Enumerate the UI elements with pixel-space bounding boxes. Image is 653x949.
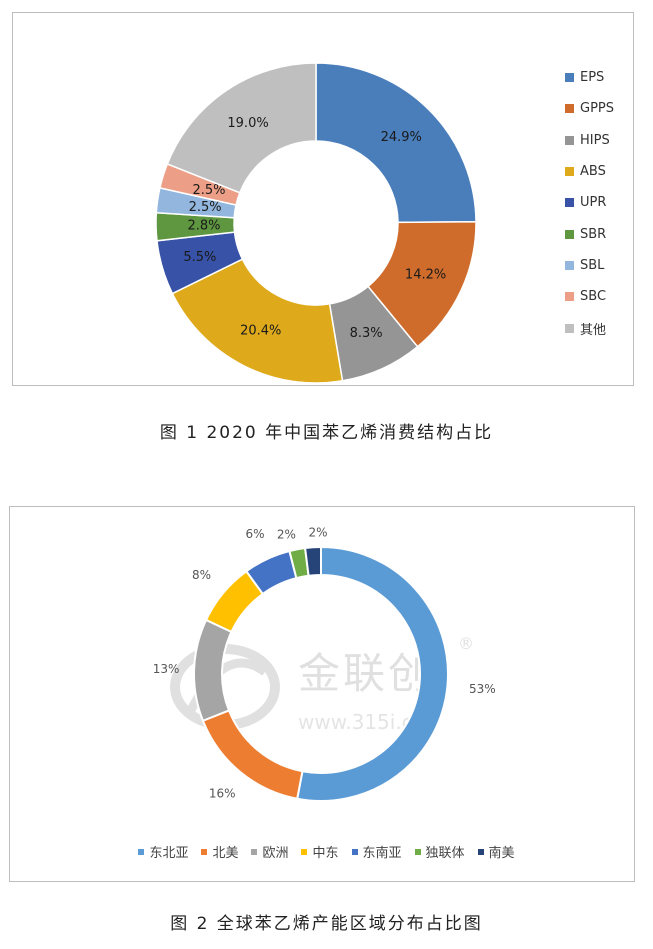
chart1-slice-3 (171, 258, 344, 384)
chart2-data-label-1: 16% (209, 786, 236, 800)
chart2-legend-item: 北美 (201, 842, 238, 861)
chart2-data-label-6: 2% (309, 525, 328, 539)
legend-label: SBC (580, 289, 607, 305)
chart2-legend-item: 南美 (477, 842, 515, 861)
legend-label: GPPS (580, 101, 615, 117)
legend-label: 欧洲 (262, 846, 289, 861)
chart1-slice-8 (166, 62, 317, 194)
chart1-data-label-2: 8.3% (350, 326, 383, 341)
legend-swatch (565, 167, 574, 177)
chart1-data-label-5: 2.8% (188, 219, 221, 234)
legend-swatch (565, 323, 574, 333)
chart1-donut: 24.9% 14.2% 8.3% 20.4% 5.5% 2.8% 2.5% 2.5% 19.0% (155, 62, 477, 384)
chart2-legend-item: 欧洲 (251, 842, 288, 861)
legend-label: 东北亚 (149, 846, 189, 861)
chart2-slice-6 (303, 545, 322, 577)
chart1-data-label-6: 2.5% (189, 200, 222, 215)
figure1-caption: 图 1 2020 年中国苯乙烯消费结构占比 (159, 423, 494, 443)
chart2-slice-2 (193, 618, 233, 723)
chart2-slice-0 (296, 545, 449, 802)
chart1-legend-item: HIPS (565, 125, 645, 156)
chart2-legend-item: 中东 (301, 842, 339, 861)
chart2-data-label-5: 2% (277, 528, 296, 542)
chart1-legend-item: 其他 (565, 312, 645, 343)
legend-swatch (565, 198, 574, 208)
legend-swatch (565, 292, 574, 302)
legend-swatch (565, 260, 574, 270)
registered-mark: ® (458, 634, 474, 653)
legend-label: 北美 (212, 846, 239, 861)
chart1-data-label-0: 24.9% (381, 130, 422, 145)
legend-label: UPR (580, 195, 607, 211)
legend-label: 独联体 (425, 846, 465, 861)
legend-swatch (565, 135, 574, 145)
legend-label: EPS (580, 70, 605, 86)
chart2-legend-item: 东北亚 (138, 842, 188, 861)
legend-label: HIPS (580, 132, 610, 148)
legend-label: SBR (580, 226, 607, 242)
legend-swatch (301, 848, 308, 855)
chart1-data-label-1: 14.2% (405, 267, 446, 282)
legend-label: 南美 (488, 846, 515, 861)
watermark-brand: 金联创 (298, 649, 434, 698)
legend-label: SBL (580, 257, 605, 273)
legend-swatch (251, 848, 258, 855)
chart2-data-label-4: 6% (245, 527, 264, 541)
chart1-slice-0 (315, 62, 477, 224)
chart2-data-label-0: 53% (469, 682, 496, 696)
legend-label: 其他 (580, 322, 607, 338)
legend-swatch (565, 104, 574, 114)
chart1-data-label-4: 5.5% (183, 250, 216, 265)
chart1-legend-item: GPPS (565, 93, 645, 124)
chart1-data-label-8: 19.0% (227, 116, 268, 131)
chart1-legend-item: EPS (565, 62, 645, 93)
chart1-legend-item: SBL (565, 250, 645, 281)
legend-label: ABS (580, 164, 606, 180)
chart1-legend-item: UPR (565, 187, 645, 218)
chart2-legend: 东北亚 北美 欧洲 中东 东南亚 独联体 南美 (0, 842, 653, 861)
chart1-legend-item: ABS (565, 156, 645, 187)
legend-swatch (201, 848, 208, 855)
figure2-caption: 图 2 全球苯乙烯产能区域分布占比图 (170, 914, 483, 934)
legend-swatch (414, 848, 421, 855)
chart2-legend-item: 独联体 (414, 842, 465, 861)
chart1-data-label-3: 20.4% (240, 324, 281, 339)
chart1-legend-item: SBC (565, 281, 645, 312)
chart1-legend: EPS GPPS HIPS ABS UPR SBR SBL SBC 其他 (565, 62, 645, 344)
chart2-legend-item: 东南亚 (351, 842, 402, 861)
legend-swatch (351, 848, 358, 855)
legend-swatch (565, 229, 574, 239)
legend-label: 中东 (312, 846, 339, 861)
chart2-data-label-3: 8% (192, 568, 211, 582)
chart2-data-label-2: 13% (153, 662, 180, 676)
legend-swatch (477, 848, 484, 855)
chart1-data-label-7: 2.5% (192, 183, 225, 198)
legend-swatch (565, 73, 574, 83)
legend-label: 东南亚 (362, 846, 402, 861)
chart1-legend-item: SBR (565, 218, 645, 249)
legend-swatch (138, 848, 145, 855)
